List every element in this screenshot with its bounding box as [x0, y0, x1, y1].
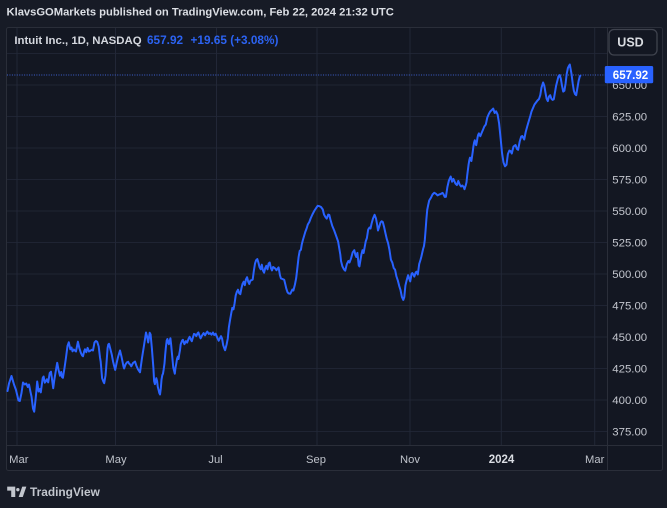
svg-text:2024: 2024 [489, 454, 515, 466]
svg-text:600.00: 600.00 [612, 143, 647, 155]
svg-text:575.00: 575.00 [612, 174, 647, 186]
svg-text:Mar: Mar [585, 454, 605, 466]
svg-text:400.00: 400.00 [612, 395, 647, 407]
svg-text:425.00: 425.00 [612, 363, 647, 375]
svg-text:657.92: 657.92 [147, 33, 184, 47]
svg-text:KlavsGOMarkets published on Tr: KlavsGOMarkets published on TradingView.… [7, 7, 394, 19]
svg-text:+19.65 (+3.08%): +19.65 (+3.08%) [191, 33, 279, 47]
svg-text:Intuit Inc., 1D, NASDAQ: Intuit Inc., 1D, NASDAQ [14, 35, 141, 47]
svg-text:Sep: Sep [306, 454, 326, 466]
svg-text:500.00: 500.00 [612, 269, 647, 281]
svg-text:Jul: Jul [208, 454, 222, 466]
svg-text:USD: USD [617, 35, 643, 49]
svg-text:Mar: Mar [9, 454, 29, 466]
svg-text:375.00: 375.00 [612, 426, 647, 438]
svg-text:550.00: 550.00 [612, 206, 647, 218]
svg-text:475.00: 475.00 [612, 300, 647, 312]
svg-text:Nov: Nov [400, 454, 420, 466]
svg-text:625.00: 625.00 [612, 111, 647, 123]
svg-text:May: May [105, 454, 127, 466]
svg-text:525.00: 525.00 [612, 237, 647, 249]
svg-text:TradingView: TradingView [30, 485, 101, 499]
svg-text:450.00: 450.00 [612, 332, 647, 344]
svg-text:657.92: 657.92 [613, 69, 648, 82]
